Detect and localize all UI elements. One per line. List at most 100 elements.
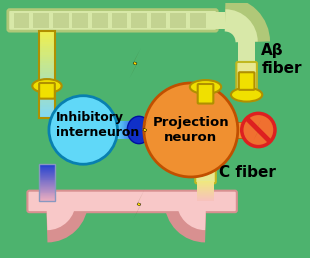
Bar: [197, 182, 214, 184]
Bar: [39, 33, 55, 36]
Bar: [39, 173, 55, 174]
Bar: [197, 185, 214, 187]
Bar: [39, 85, 55, 88]
Bar: [117, 121, 119, 139]
Bar: [39, 94, 55, 96]
Bar: [39, 177, 55, 178]
Polygon shape: [255, 122, 260, 138]
Bar: [197, 181, 214, 183]
Bar: [39, 165, 55, 166]
Bar: [140, 121, 142, 139]
Bar: [131, 13, 147, 28]
Bar: [39, 168, 55, 170]
Bar: [39, 52, 55, 55]
Bar: [127, 121, 129, 139]
Bar: [33, 13, 49, 28]
Bar: [39, 46, 55, 49]
Bar: [197, 188, 214, 190]
FancyBboxPatch shape: [195, 82, 216, 183]
Bar: [197, 184, 214, 186]
Bar: [238, 39, 255, 68]
Bar: [39, 74, 55, 77]
Bar: [39, 102, 55, 105]
Bar: [39, 183, 55, 185]
Bar: [118, 121, 120, 139]
Bar: [39, 66, 55, 68]
Bar: [39, 181, 55, 183]
Bar: [129, 121, 130, 139]
Bar: [39, 170, 55, 172]
Bar: [197, 186, 214, 188]
Bar: [131, 121, 133, 139]
Bar: [143, 121, 144, 139]
Bar: [39, 176, 55, 177]
Bar: [210, 12, 225, 29]
Bar: [123, 121, 124, 139]
Bar: [14, 13, 29, 28]
Bar: [39, 182, 55, 184]
Polygon shape: [139, 115, 151, 146]
Bar: [39, 50, 55, 53]
Polygon shape: [135, 193, 143, 216]
Bar: [39, 194, 55, 195]
Bar: [39, 90, 55, 92]
Bar: [125, 121, 127, 139]
Circle shape: [144, 83, 238, 177]
Bar: [39, 191, 55, 192]
Bar: [39, 199, 55, 200]
Text: Aβ
fiber: Aβ fiber: [261, 43, 302, 76]
Ellipse shape: [231, 88, 262, 102]
Bar: [197, 194, 214, 196]
Ellipse shape: [190, 80, 221, 94]
Bar: [39, 37, 55, 40]
Bar: [39, 187, 55, 188]
Polygon shape: [133, 189, 145, 220]
Bar: [197, 200, 214, 201]
Bar: [121, 121, 122, 139]
Bar: [39, 171, 55, 173]
Bar: [39, 186, 55, 188]
Bar: [170, 13, 186, 28]
Bar: [197, 189, 214, 191]
Bar: [39, 55, 55, 57]
Bar: [128, 121, 129, 139]
Bar: [39, 192, 55, 194]
FancyBboxPatch shape: [39, 83, 55, 99]
Bar: [39, 107, 55, 110]
Bar: [39, 105, 55, 107]
Bar: [39, 195, 55, 196]
Bar: [39, 63, 55, 66]
Bar: [190, 13, 206, 28]
FancyBboxPatch shape: [198, 84, 213, 103]
Bar: [39, 166, 55, 168]
Bar: [39, 81, 55, 83]
Bar: [197, 199, 214, 200]
Bar: [130, 121, 131, 139]
Bar: [126, 121, 128, 139]
Bar: [39, 87, 55, 90]
Bar: [39, 83, 55, 86]
Bar: [53, 13, 69, 28]
Bar: [197, 198, 214, 199]
Bar: [39, 200, 55, 201]
Bar: [39, 185, 55, 187]
Bar: [39, 184, 55, 186]
Polygon shape: [253, 119, 261, 141]
Bar: [131, 121, 132, 139]
Bar: [132, 121, 134, 139]
Bar: [39, 195, 55, 197]
Bar: [134, 121, 135, 139]
Bar: [39, 42, 55, 44]
Bar: [39, 190, 55, 191]
Bar: [235, 122, 258, 138]
Bar: [122, 121, 123, 139]
Bar: [39, 96, 55, 99]
FancyBboxPatch shape: [236, 62, 257, 100]
Bar: [119, 121, 121, 139]
Text: Inhibitory
interneuron: Inhibitory interneuron: [56, 111, 139, 139]
Bar: [39, 59, 55, 62]
Ellipse shape: [32, 79, 62, 93]
Text: Projection
neuron: Projection neuron: [153, 116, 229, 144]
Bar: [92, 13, 108, 28]
FancyBboxPatch shape: [239, 72, 255, 90]
